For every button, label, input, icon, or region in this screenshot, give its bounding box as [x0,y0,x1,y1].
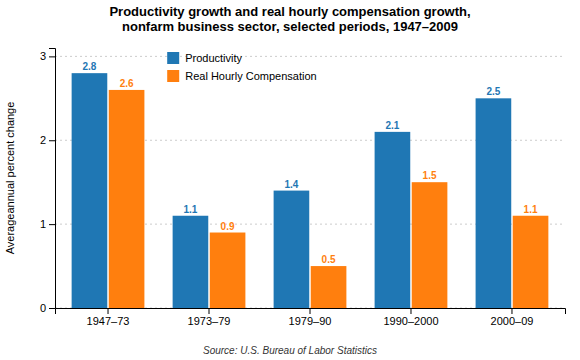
legend-label: Productivity [185,52,242,64]
x-axis: 1947–73 1973–79 1979–90 1990–2000 2000–09 [56,308,566,327]
plot: 0 1 2 3 1947–73 1973–79 1979–90 1990–2000 2000–0… [40,49,566,327]
x-tick-mark [209,308,210,314]
legend-swatch [167,70,179,82]
y-axis-line [49,49,56,309]
grid-line [55,56,565,57]
y-tick-mark [49,308,55,309]
x-tick-mark [108,308,109,314]
data-label: 1.1 [183,204,197,215]
data-label: 2.5 [486,86,500,97]
x-tick-label: 1990–2000 [383,315,438,327]
bar [173,216,209,308]
bar [72,73,108,308]
bar [210,233,246,308]
bars [72,73,549,308]
bar [375,132,411,308]
y-axis: 0 1 2 3 [40,49,56,315]
bar [274,191,310,308]
x-axis-line [56,309,566,315]
bar [476,98,512,308]
title-line: Productivity growth and real hourly comp… [109,4,470,19]
x-tick-mark [310,308,311,314]
x-tick: 1979–90 [289,308,332,327]
legend-item: Productivity [167,52,242,64]
chart-container: Productivity growth and real hourly comp… [0,0,580,360]
x-tick-label: 1979–90 [289,315,332,327]
data-labels: 2.8 1.1 1.4 2.1 2.5 2.6 0.9 0.5 1.5 1.1 [83,61,538,265]
x-tick-mark [511,308,512,314]
data-label: 2.8 [83,61,97,72]
y-tick-mark [49,56,55,57]
y-tick: 2 [40,134,55,146]
legend-item: Real Hourly Compensation [167,70,316,82]
data-label: 2.1 [385,120,399,131]
bar [109,90,145,308]
y-tick: 3 [40,50,55,62]
title-line: nonfarm business sector, selected period… [122,19,458,34]
y-tick: 0 [40,302,55,314]
y-tick-label: 2 [40,134,46,146]
x-tick: 1947–73 [87,308,130,327]
y-axis-label: Averageannual percent change [4,102,16,255]
y-tick: 1 [40,218,55,230]
data-label: 2.6 [120,78,134,89]
y-tick-label: 0 [40,302,46,314]
x-tick: 1973–79 [188,308,231,327]
x-tick-mark [410,308,411,314]
y-tick-label: 3 [40,50,46,62]
bar [311,266,347,308]
x-tick: 1990–2000 [383,308,438,327]
data-label: 0.9 [221,221,235,232]
x-tick-label: 1973–79 [188,315,231,327]
bar [412,182,448,308]
y-tick-mark [49,224,55,225]
legend-swatch [167,52,179,64]
data-label: 0.5 [322,254,336,265]
x-tick: 2000–09 [491,308,534,327]
legend-label: Real Hourly Compensation [185,70,316,82]
annotation: Source: U.S. Bureau of Labor Statistics [203,345,377,356]
data-label: 1.4 [284,179,298,190]
chart-svg: Productivity growth and real hourly comp… [0,0,580,360]
y-tick-label: 1 [40,218,46,230]
title: Productivity growth and real hourly comp… [109,4,470,34]
data-label: 1.1 [524,204,538,215]
x-tick-label: 2000–09 [491,315,534,327]
grid [55,56,565,308]
bar [513,216,549,308]
y-tick-mark [49,140,55,141]
x-tick-label: 1947–73 [87,315,130,327]
legend: Productivity Real Hourly Compensation [167,52,316,82]
data-label: 1.5 [423,170,437,181]
